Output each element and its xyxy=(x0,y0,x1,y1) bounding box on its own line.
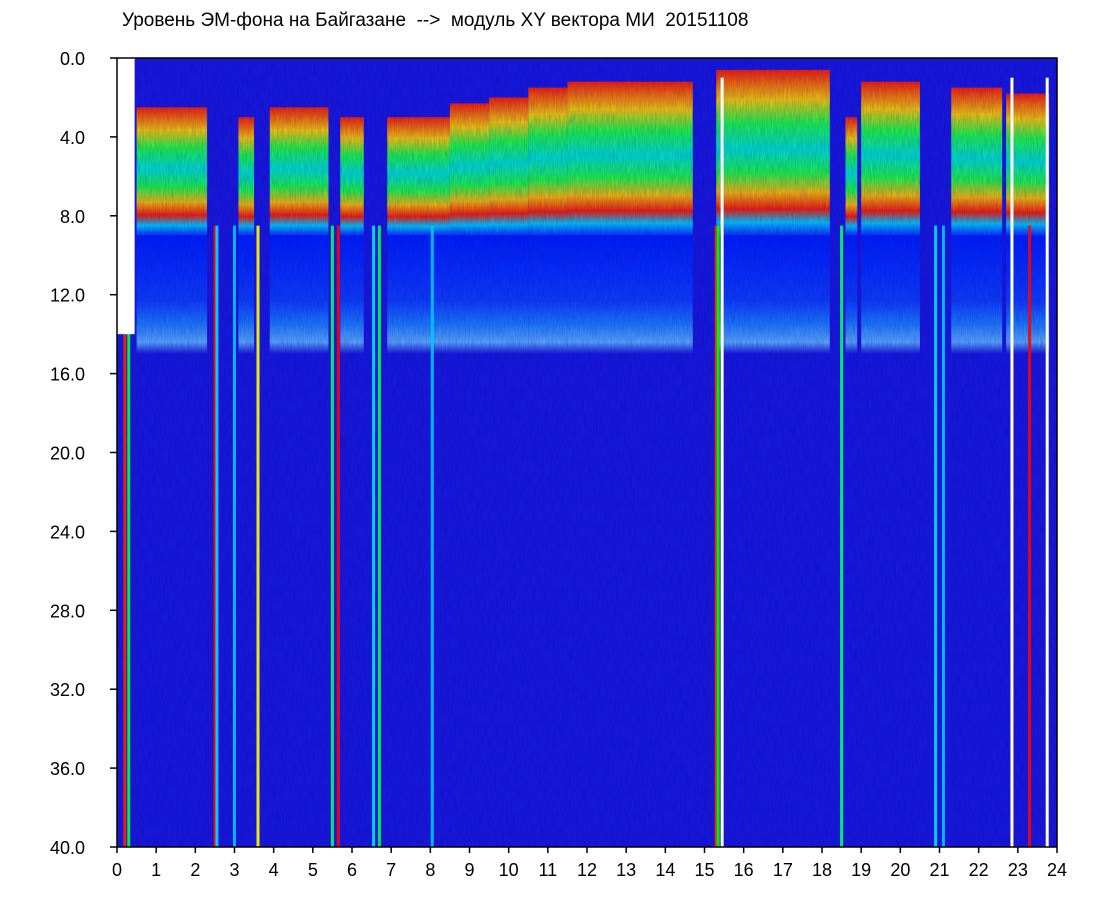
streak-12 xyxy=(716,225,720,848)
x-tick-label-12: 12 xyxy=(577,860,597,880)
streak-5 xyxy=(256,225,260,848)
chart-title: Уровень ЭМ-фона на Байгазане --> модуль … xyxy=(122,10,749,31)
streak-15 xyxy=(941,225,945,848)
x-tick-label-4: 4 xyxy=(269,860,279,880)
x-tick-label-18: 18 xyxy=(812,860,832,880)
streak-16 xyxy=(1028,225,1032,848)
y-tick-label-0.0: 0.0 xyxy=(60,49,85,69)
streak-8 xyxy=(372,225,376,848)
streak-2 xyxy=(213,225,217,848)
x-tick-label-24: 24 xyxy=(1047,860,1067,880)
y-tick-label-40.0: 40.0 xyxy=(50,838,85,858)
x-tick-label-5: 5 xyxy=(308,860,318,880)
y-tick-label-24.0: 24.0 xyxy=(50,522,85,542)
x-tick-label-17: 17 xyxy=(773,860,793,880)
y-tick-label-20.0: 20.0 xyxy=(50,444,85,464)
y-tick-label-8.0: 8.0 xyxy=(60,207,85,227)
streak-1 xyxy=(127,225,131,848)
plot-area xyxy=(116,57,1058,848)
x-tick-label-8: 8 xyxy=(425,860,435,880)
x-tick-label-20: 20 xyxy=(890,860,910,880)
streak-0 xyxy=(123,225,127,848)
x-tick-label-7: 7 xyxy=(386,860,396,880)
streak-14 xyxy=(934,225,938,848)
x-tick-label-0: 0 xyxy=(112,860,122,880)
y-tick-label-12.0: 12.0 xyxy=(50,286,85,306)
y-tick-label-32.0: 32.0 xyxy=(50,680,85,700)
y-axis: 0.0 4.0 8.0 12.0 16.0 20.0 24.0 28.0 32.0 36.0 40.… xyxy=(50,49,117,858)
x-tick-label-19: 19 xyxy=(851,860,871,880)
x-tick-label-9: 9 xyxy=(464,860,474,880)
empty-leading-region xyxy=(117,58,135,335)
streak-6 xyxy=(330,225,334,848)
y-tick-label-16.0: 16.0 xyxy=(50,365,85,385)
x-tick-label-1: 1 xyxy=(151,860,161,880)
x-tick-label-10: 10 xyxy=(499,860,519,880)
y-tick-label-28.0: 28.0 xyxy=(50,601,85,621)
x-tick-label-13: 13 xyxy=(616,860,636,880)
streak-10 xyxy=(430,225,434,848)
y-tick-label-4.0: 4.0 xyxy=(60,128,85,148)
x-tick-label-11: 11 xyxy=(538,860,557,880)
streak-13 xyxy=(840,225,844,848)
x-axis: 0 1 2 3 4 5 6 7 8 9 10 11 12 13 14 15 16 17 18 19 20 21 22 23 24 xyxy=(112,847,1067,880)
data-gap-2 xyxy=(1045,77,1049,848)
x-tick-label-3: 3 xyxy=(229,860,239,880)
streak-11 xyxy=(714,225,718,848)
x-tick-label-15: 15 xyxy=(694,860,714,880)
x-tick-label-23: 23 xyxy=(1008,860,1028,880)
x-tick-label-2: 2 xyxy=(190,860,200,880)
streak-4 xyxy=(233,225,236,848)
x-tick-label-6: 6 xyxy=(347,860,357,880)
streak-9 xyxy=(377,225,381,848)
y-tick-label-36.0: 36.0 xyxy=(50,759,85,779)
data-gap-1 xyxy=(1010,77,1014,848)
streak-7 xyxy=(336,225,340,848)
heatmap-texture xyxy=(117,58,1057,847)
x-tick-label-14: 14 xyxy=(655,860,675,880)
x-tick-label-21: 21 xyxy=(929,860,949,880)
x-tick-label-22: 22 xyxy=(969,860,989,880)
data-gap-0 xyxy=(720,77,724,848)
x-tick-label-16: 16 xyxy=(734,860,754,880)
streak-3 xyxy=(215,225,219,848)
